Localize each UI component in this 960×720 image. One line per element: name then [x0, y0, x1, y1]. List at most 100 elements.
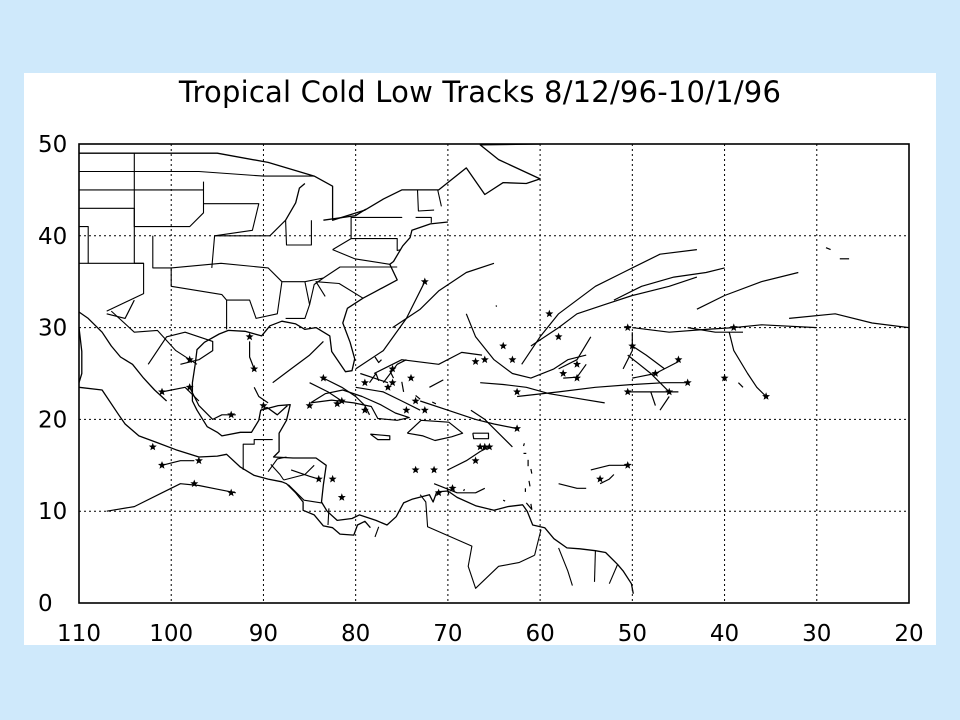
boundary-line	[79, 170, 315, 177]
storm-track	[517, 382, 688, 398]
storm-track	[687, 327, 743, 333]
island-outline	[472, 432, 490, 440]
boundary-line	[419, 494, 535, 589]
storm-marker	[573, 360, 581, 368]
storm-marker	[623, 387, 632, 396]
coastlines	[79, 144, 634, 594]
storm-track	[382, 359, 407, 384]
storm-marker	[674, 355, 683, 364]
storm-track	[447, 446, 490, 471]
x-tick-label: 80	[341, 621, 370, 645]
y-tick-label: 50	[38, 132, 67, 158]
storm-track	[789, 313, 909, 329]
boundary-line	[332, 249, 390, 265]
storm-marker	[623, 323, 632, 331]
storm-marker	[628, 341, 637, 350]
boundary-line	[270, 464, 285, 481]
storm-track	[558, 336, 592, 370]
storm-marker	[328, 474, 337, 483]
storm-marker	[554, 332, 563, 341]
storm-track	[429, 379, 444, 388]
storm-track	[631, 345, 665, 370]
boundary-line	[416, 189, 435, 212]
storm-track	[737, 382, 744, 388]
boundary-line	[558, 547, 573, 586]
storm-marker	[190, 479, 199, 488]
boundary-line	[309, 277, 324, 305]
storm-marker	[337, 396, 346, 405]
boundary-line	[285, 281, 311, 319]
x-tick-label: 40	[710, 621, 739, 645]
storm-track	[360, 372, 389, 384]
storm-marker	[430, 465, 438, 474]
storm-marker	[158, 461, 166, 469]
coastline	[191, 221, 634, 594]
political-boundaries	[79, 153, 619, 589]
storm-markers	[148, 277, 770, 501]
storm-marker	[407, 373, 415, 382]
island-outline	[370, 433, 391, 441]
y-tick-label: 10	[38, 499, 67, 525]
islands	[310, 305, 533, 510]
storm-track	[599, 474, 615, 485]
boundary-line	[79, 181, 205, 228]
storm-marker	[513, 424, 521, 432]
storm-marker	[545, 309, 554, 318]
storm-marker	[513, 387, 521, 396]
map-canvas: 110 100 90 80 70 60 50 40 30 20 0 10 20 30 40 50	[38, 132, 924, 645]
storm-track	[106, 299, 135, 319]
storm-marker	[388, 378, 397, 387]
island-outline	[374, 356, 382, 364]
storm-marker	[411, 396, 420, 405]
boundary-line	[226, 281, 283, 319]
boundary-line	[332, 216, 403, 251]
boundary-line	[110, 310, 198, 365]
boundary-line	[534, 529, 542, 556]
storm-track	[650, 391, 656, 406]
boundary-line	[593, 550, 596, 582]
storm-track	[147, 331, 214, 365]
storm-marker	[337, 493, 346, 501]
storm-marker	[333, 399, 342, 408]
storm-marker	[720, 373, 729, 382]
boundary-line	[327, 508, 330, 526]
coastline	[79, 144, 541, 221]
boundary-line	[242, 439, 273, 470]
storm-marker	[411, 465, 420, 474]
island-outline	[415, 395, 421, 400]
island-outline	[369, 372, 380, 384]
storm-track	[249, 341, 255, 370]
storm-marker	[665, 387, 674, 396]
island-outline	[310, 389, 410, 421]
y-tick-label: 40	[38, 224, 67, 250]
boundary-line	[171, 262, 398, 283]
storm-marker	[319, 373, 328, 382]
storm-track	[373, 351, 483, 375]
storm-marker	[471, 357, 480, 365]
map-figure: Tropical Cold Low Tracks 8/12/96-10/1/96…	[24, 73, 936, 645]
map-border	[78, 143, 910, 604]
storm-track	[355, 281, 426, 370]
storm-marker	[227, 410, 236, 419]
storm-marker	[384, 383, 392, 391]
island-outline	[502, 499, 506, 502]
storm-marker	[402, 406, 411, 414]
storm-track	[290, 469, 319, 480]
storm-track	[323, 377, 371, 416]
island-outline	[528, 480, 531, 487]
storm-marker	[259, 401, 268, 409]
boundary-line	[351, 238, 402, 252]
island-outline	[401, 381, 405, 393]
storm-track	[590, 464, 628, 471]
storm-track	[189, 387, 236, 420]
y-tick-label: 30	[38, 316, 67, 342]
storm-marker	[471, 456, 480, 465]
storm-track	[272, 340, 324, 384]
storm-track	[622, 332, 633, 370]
coastline	[79, 386, 371, 536]
island-outline	[495, 305, 498, 307]
storm-track	[309, 382, 343, 402]
boundary-line	[267, 456, 287, 473]
boundary-line	[214, 219, 312, 246]
x-tick-label: 110	[57, 621, 101, 645]
